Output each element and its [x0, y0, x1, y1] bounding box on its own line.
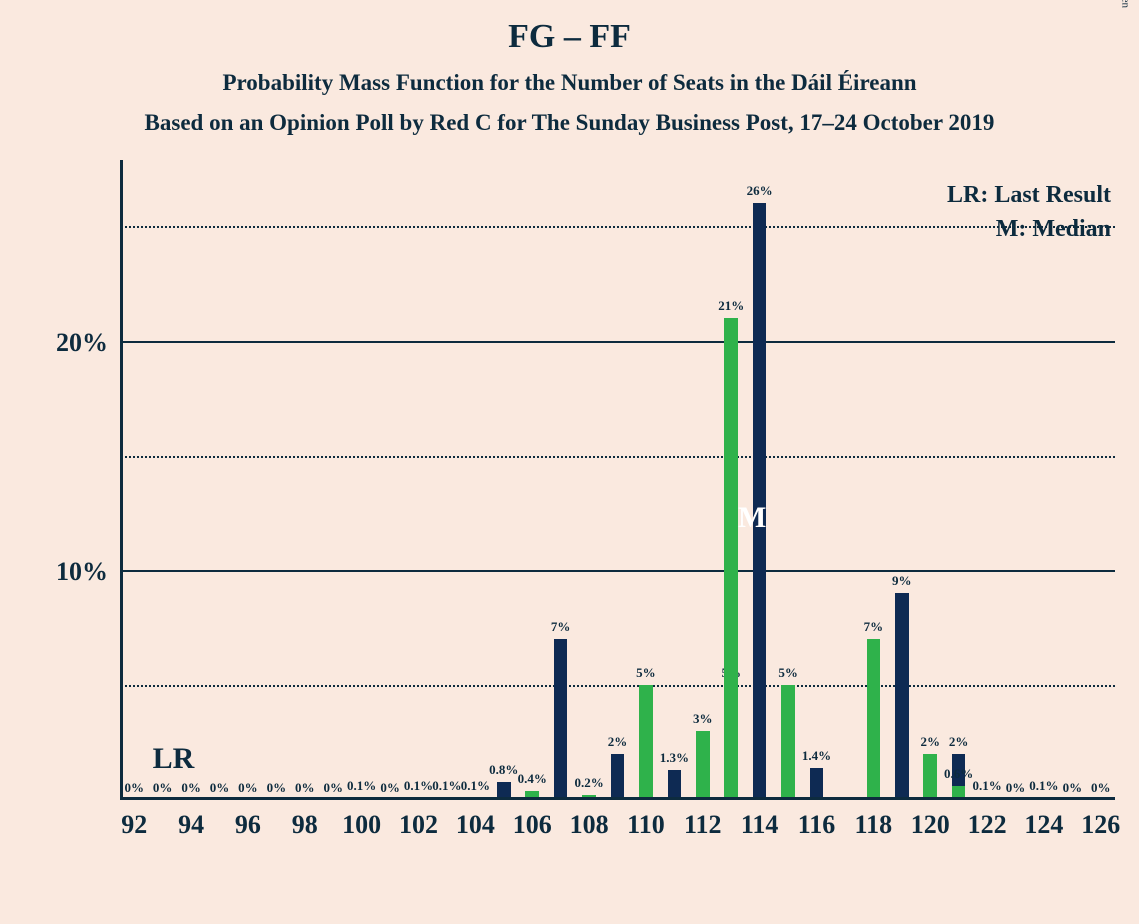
bar-blue-116: [810, 768, 824, 800]
annotation-lr: LR: [153, 742, 195, 776]
bar-label-green-113: 21%: [706, 298, 756, 314]
bar-label-green-122: 0.1%: [962, 778, 1012, 794]
y-label-20: 20%: [0, 328, 108, 358]
copyright-text: © 2020 Filip van Laenen: [1119, 0, 1131, 8]
x-label-122: 122: [959, 810, 1016, 840]
bar-label-blue-119: 9%: [877, 573, 927, 589]
bar-label-green-120: 2%: [905, 734, 955, 750]
x-label-92: 92: [106, 810, 163, 840]
x-label-108: 108: [561, 810, 618, 840]
x-label-126: 126: [1072, 810, 1129, 840]
x-label-112: 112: [674, 810, 731, 840]
annotation-m: M: [738, 501, 766, 535]
bar-label-green-97: 0%: [251, 780, 301, 796]
chart-subtitle-1: Probability Mass Function for the Number…: [0, 70, 1139, 96]
x-label-110: 110: [618, 810, 675, 840]
bar-label-blue-109: 2%: [593, 734, 643, 750]
bar-green-115: [781, 685, 795, 800]
x-label-106: 106: [504, 810, 561, 840]
x-label-100: 100: [333, 810, 390, 840]
x-label-94: 94: [163, 810, 220, 840]
chart-canvas: FG – FF Probability Mass Function for th…: [0, 0, 1139, 924]
bar-label-green-124: 0.1%: [1019, 778, 1069, 794]
bar-green-110: [639, 685, 653, 800]
x-label-96: 96: [220, 810, 277, 840]
bar-label-green-118: 7%: [848, 619, 898, 635]
x-label-102: 102: [390, 810, 447, 840]
bar-green-118: [867, 639, 881, 800]
bar-label-blue-111: 1.3%: [649, 750, 699, 766]
bar-green-112: [696, 731, 710, 800]
x-label-120: 120: [902, 810, 959, 840]
bar-label-green-106: 0.4%: [507, 771, 557, 787]
x-label-98: 98: [276, 810, 333, 840]
bar-label-green-103: 0.1%: [422, 778, 472, 794]
bar-label-blue-126: 0%: [1076, 780, 1126, 796]
x-label-116: 116: [788, 810, 845, 840]
chart-subtitle-2: Based on an Opinion Poll by Red C for Th…: [0, 110, 1139, 136]
y-label-10: 10%: [0, 557, 108, 587]
bar-label-green-115: 5%: [763, 665, 813, 681]
x-label-118: 118: [845, 810, 902, 840]
x-label-104: 104: [447, 810, 504, 840]
bar-label-green-99: 0%: [308, 780, 358, 796]
bar-label-green-110: 5%: [621, 665, 671, 681]
plot-area: 0%0%0%0%0.1%0.1%0.1%0.8%7%2%1.3%5%26%1.4…: [120, 180, 1115, 800]
bar-label-green-101: 0%: [365, 780, 415, 796]
bar-blue-111: [668, 770, 682, 800]
bar-label-blue-107: 7%: [536, 619, 586, 635]
bar-label-blue-114: 26%: [735, 183, 785, 199]
bar-label-blue-116: 1.4%: [792, 748, 842, 764]
bar-green-113: [724, 318, 738, 800]
chart-title: FG – FF: [0, 18, 1139, 56]
bar-label-green-112: 3%: [678, 711, 728, 727]
x-label-114: 114: [731, 810, 788, 840]
bar-label-green-93: 0%: [138, 780, 188, 796]
bar-label-green-108: 0.2%: [564, 775, 614, 791]
bar-label-green-95: 0%: [195, 780, 245, 796]
x-label-124: 124: [1016, 810, 1073, 840]
